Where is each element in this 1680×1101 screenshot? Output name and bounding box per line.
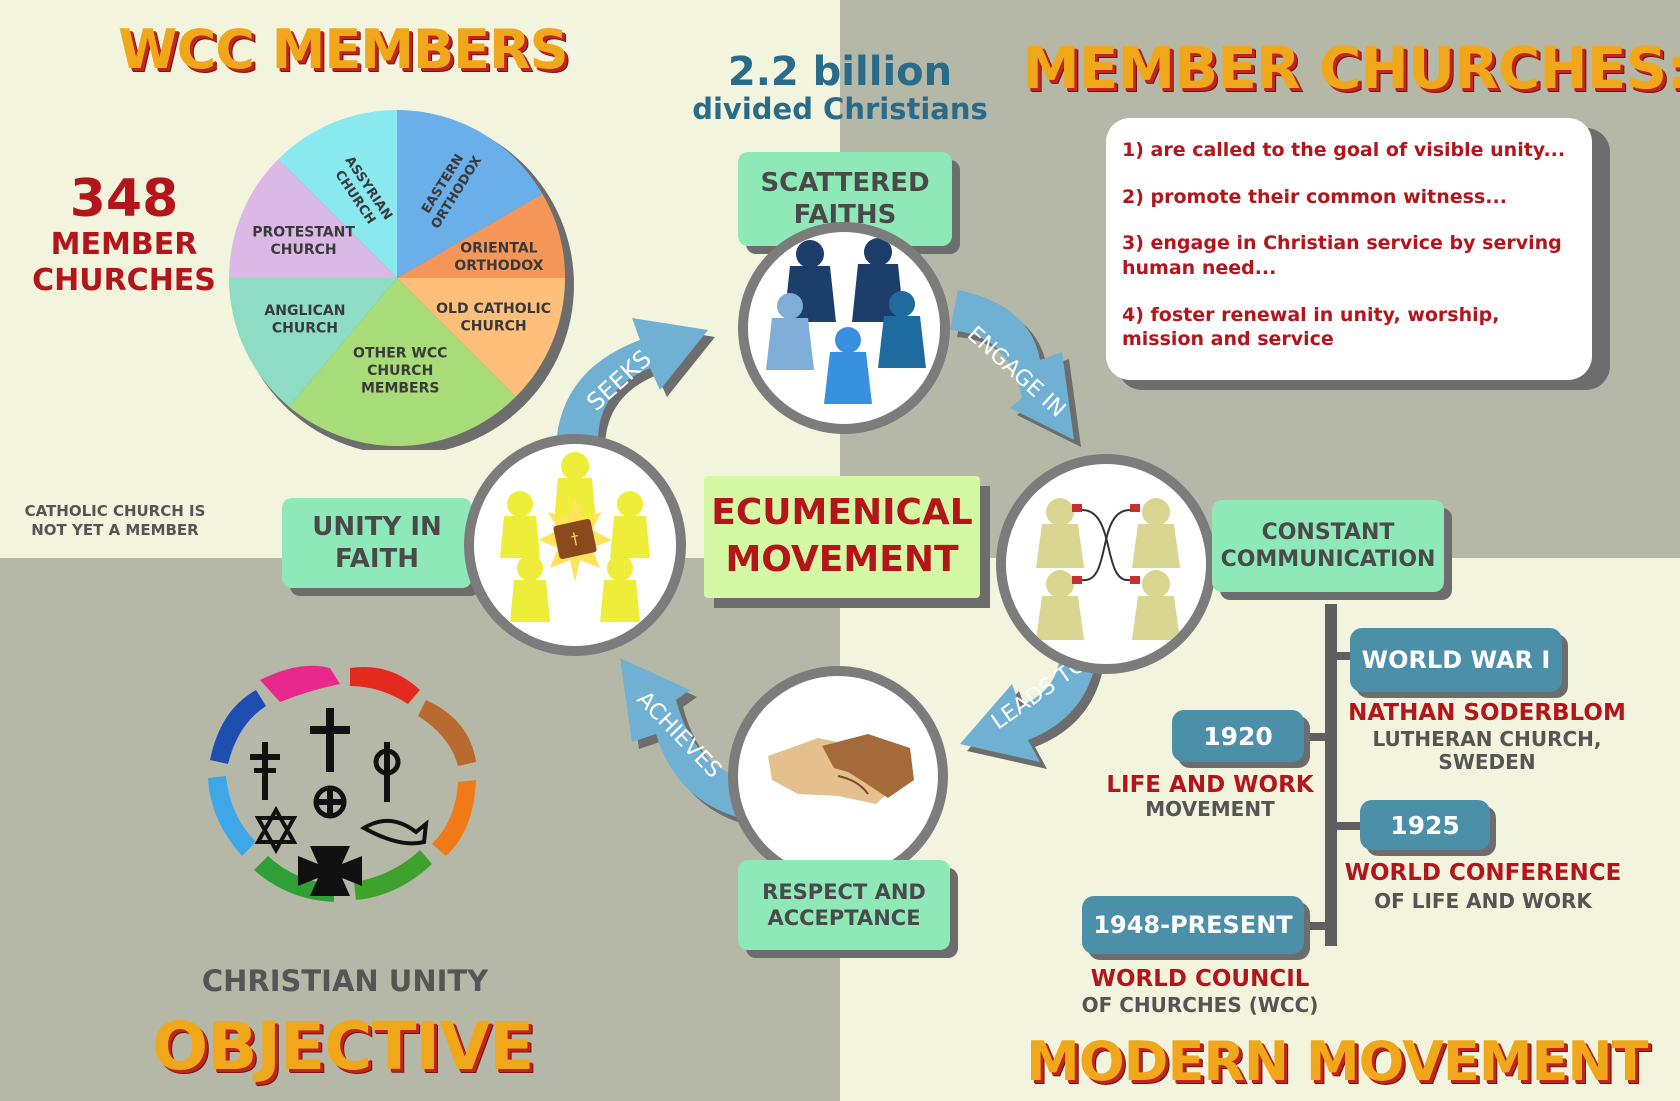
- duty-item-2: 2) promote their common witness...: [1122, 185, 1507, 208]
- box-constant-communication: CONSTANT COMMUNICATION: [1212, 500, 1444, 592]
- pill-1948-present: 1948-PRESENT: [1082, 896, 1304, 954]
- population-stat: 2.2 billion divided Christians: [680, 50, 1000, 126]
- pie-label-4: OTHER WCC CHURCH MEMBERS: [353, 346, 447, 397]
- duty-item-1: 1) are called to the goal of visible uni…: [1122, 139, 1566, 161]
- scattered-line-2: FAITHS: [793, 200, 897, 230]
- bible-icon: [553, 518, 597, 560]
- circle-respect: [738, 676, 938, 876]
- label-world-council: WORLD COUNCIL: [1090, 966, 1310, 992]
- pill-world-war-1: WORLD WAR I: [1350, 628, 1562, 692]
- population-caption: divided Christians: [692, 92, 988, 126]
- timeline-branch-1920: [1290, 733, 1330, 741]
- arrow-leads: [960, 650, 1105, 769]
- member-count: 348: [69, 169, 179, 229]
- box-scattered-faiths: SCATTERED FAITHS: [738, 152, 952, 246]
- respect-line-1: RESPECT AND: [762, 879, 926, 904]
- circle-communication: [1006, 464, 1206, 664]
- pie-label-2: ORIENTAL ORTHODOX: [454, 240, 543, 273]
- catholic-note: CATHOLIC CHURCH IS NOT YET A MEMBER: [10, 502, 220, 540]
- unity-line-2: FAITH: [334, 544, 420, 574]
- religious-symbols-icon: [250, 708, 429, 896]
- arrow-achieves: [620, 658, 757, 825]
- scattered-people-icon: [766, 238, 926, 404]
- pie-label-6: PROTESTANT CHURCH: [252, 224, 355, 258]
- unity-line-1: UNITY IN: [312, 511, 442, 542]
- box-unity-in-faith: UNITY IN FAITH: [282, 498, 472, 588]
- arrow-engage: [950, 290, 1081, 447]
- catholic-note-line-2: NOT YET A MEMBER: [31, 520, 199, 539]
- pie-slice-4: [289, 278, 516, 446]
- pie-slice-1: [397, 110, 543, 278]
- svg-text:†: †: [569, 528, 581, 548]
- member-duties-card: 1) are called to the goal of visible uni…: [1106, 118, 1592, 380]
- center-line-2: MOVEMENT: [725, 539, 959, 580]
- center-line-1: ECUMENICAL: [711, 492, 973, 534]
- pie-slice-5: [229, 278, 397, 407]
- communication-phones-icon: [1036, 498, 1180, 640]
- scattered-line-1: SCATTERED: [760, 167, 930, 198]
- duty-item-4: 4) foster renewal in unity, worship, mis…: [1122, 303, 1500, 351]
- pill-1925: 1925: [1360, 800, 1490, 850]
- title-modern-movement: MODERN MOVEMENT: [1026, 1030, 1648, 1093]
- member-count-label-2: CHURCHES: [32, 262, 216, 298]
- title-member-churches: MEMBER CHURCHES:: [1022, 34, 1680, 102]
- member-count-label-1: MEMBER: [50, 226, 198, 262]
- christian-unity-logo: [208, 665, 476, 902]
- handshake-icon: [768, 734, 914, 804]
- unity-people-bible-icon: †: [500, 452, 650, 622]
- title-wcc-members: WCC MEMBERS: [118, 18, 569, 81]
- pie-label-3: OLD CATHOLIC CHURCH: [436, 301, 551, 335]
- lutheran-line-1: LUTHERAN CHURCH,: [1372, 727, 1602, 751]
- pie-slice-7: [278, 110, 397, 278]
- objective-caption: CHRISTIAN UNITY: [201, 964, 489, 998]
- timeline-branch-1925: [1325, 822, 1365, 830]
- pie-slice-6: [229, 159, 397, 278]
- pie-label-5: ANGLICAN CHURCH: [264, 303, 345, 337]
- lutheran-line-2: SWEDEN: [1438, 750, 1536, 774]
- respect-line-2: ACCEPTANCE: [767, 906, 921, 930]
- circle-scattered-faiths: [748, 232, 940, 424]
- timeline-branch-1948: [1296, 922, 1330, 930]
- population-number: 2.2 billion: [727, 49, 953, 95]
- duty-item-3: 3) engage in Christian service by servin…: [1122, 232, 1562, 280]
- timeline-spine: [1325, 604, 1337, 946]
- member-count-block: 348 MEMBER CHURCHES: [10, 172, 238, 299]
- arrow-seeks: [556, 318, 715, 453]
- circle-unity-in-faith: †: [474, 444, 676, 646]
- center-box: ECUMENICAL MOVEMENT: [704, 476, 980, 598]
- communication-line-1: CONSTANT: [1261, 519, 1395, 545]
- label-lutheran-church: LUTHERAN CHURCH, SWEDEN: [1342, 728, 1632, 774]
- catholic-note-line-1: CATHOLIC CHURCH IS: [24, 502, 206, 520]
- label-world-conference: WORLD CONFERENCE: [1344, 860, 1622, 886]
- box-respect-acceptance: RESPECT AND ACCEPTANCE: [738, 860, 950, 950]
- timeline-branch-ww1: [1325, 652, 1371, 660]
- pie-slice-3: [397, 278, 565, 397]
- label-life-and-work-movement: MOVEMENT: [1145, 797, 1275, 821]
- communication-line-2: COMMUNICATION: [1220, 547, 1436, 572]
- label-of-churches-wcc: OF CHURCHES (WCC): [1081, 993, 1319, 1017]
- pie-slice-2: [397, 194, 565, 278]
- title-objective: OBJECTIVE: [152, 1008, 534, 1085]
- label-nathan-soderblom: NATHAN SODERBLOM: [1348, 700, 1626, 726]
- pill-1920: 1920: [1172, 710, 1304, 762]
- label-of-life-and-work: OF LIFE AND WORK: [1374, 889, 1592, 913]
- label-life-and-work: LIFE AND WORK: [1106, 772, 1314, 798]
